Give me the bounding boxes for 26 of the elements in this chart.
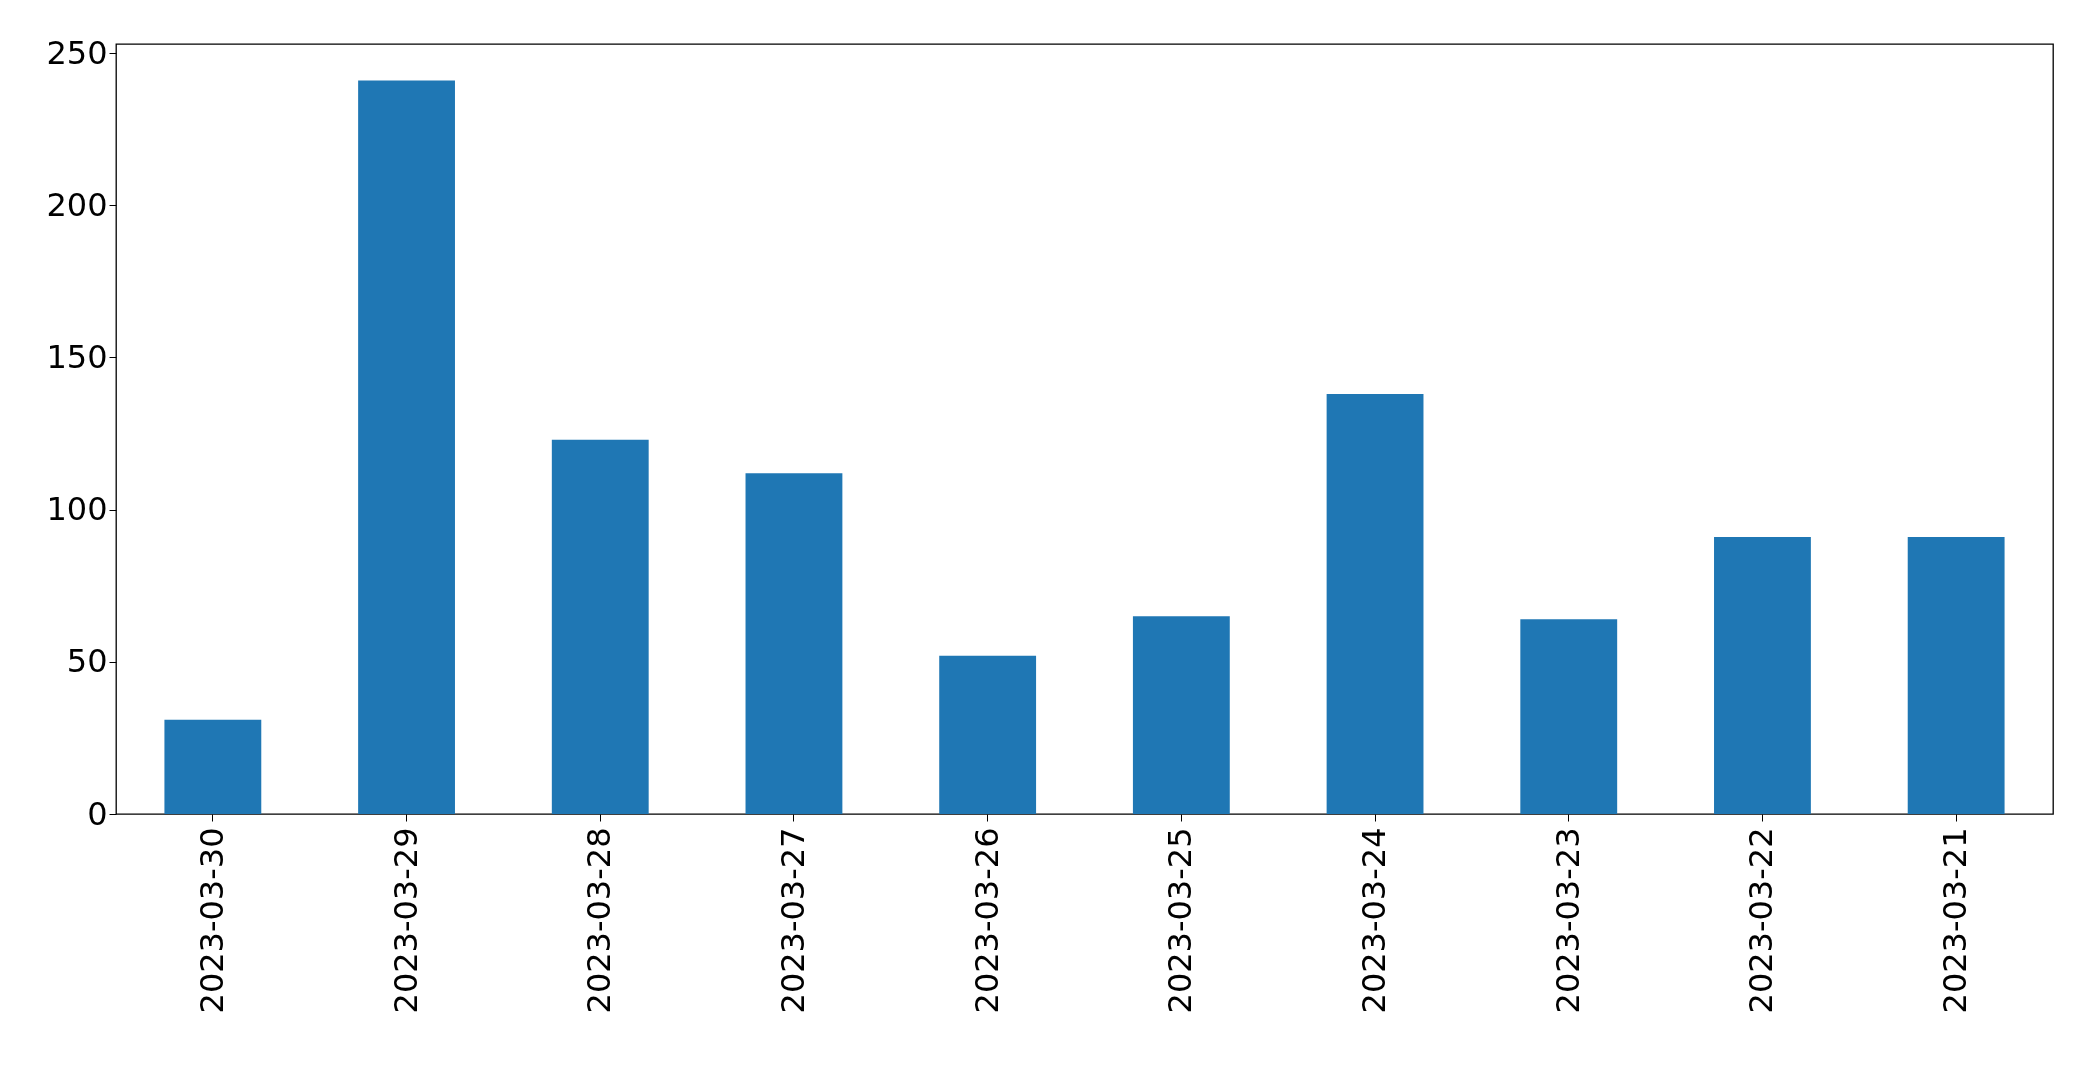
- x-tick-label: 2023-03-29: [386, 827, 425, 1014]
- x-tick-label: 2023-03-23: [1548, 827, 1587, 1014]
- x-tick-label: 2023-03-27: [773, 827, 812, 1014]
- bar: [1326, 394, 1424, 814]
- x-tick-label: 2023-03-21: [1936, 827, 1975, 1014]
- y-tick-label: 100: [46, 490, 108, 529]
- bar: [164, 719, 262, 814]
- x-tick-label: 2023-03-28: [580, 827, 619, 1014]
- bar: [1714, 537, 1811, 814]
- bar: [551, 439, 649, 814]
- y-tick-label: 250: [46, 33, 108, 72]
- y-tick-label: 50: [66, 642, 108, 681]
- y-tick-label: 150: [46, 337, 108, 376]
- x-tick-label: 2023-03-22: [1742, 827, 1781, 1014]
- bar: [939, 655, 1037, 814]
- bar: [1520, 619, 1618, 814]
- y-tick-label: 0: [87, 794, 108, 833]
- bar: [358, 80, 455, 814]
- bar: [1132, 616, 1230, 814]
- y-tick-label: 200: [46, 185, 108, 224]
- bar: [745, 473, 843, 814]
- x-tick-label: 2023-03-25: [1161, 827, 1200, 1014]
- x-tick-label: 2023-03-24: [1355, 827, 1394, 1014]
- x-tick-label: 2023-03-26: [967, 827, 1006, 1014]
- x-tick-label: 2023-03-30: [192, 827, 231, 1014]
- bar: [1907, 537, 2005, 814]
